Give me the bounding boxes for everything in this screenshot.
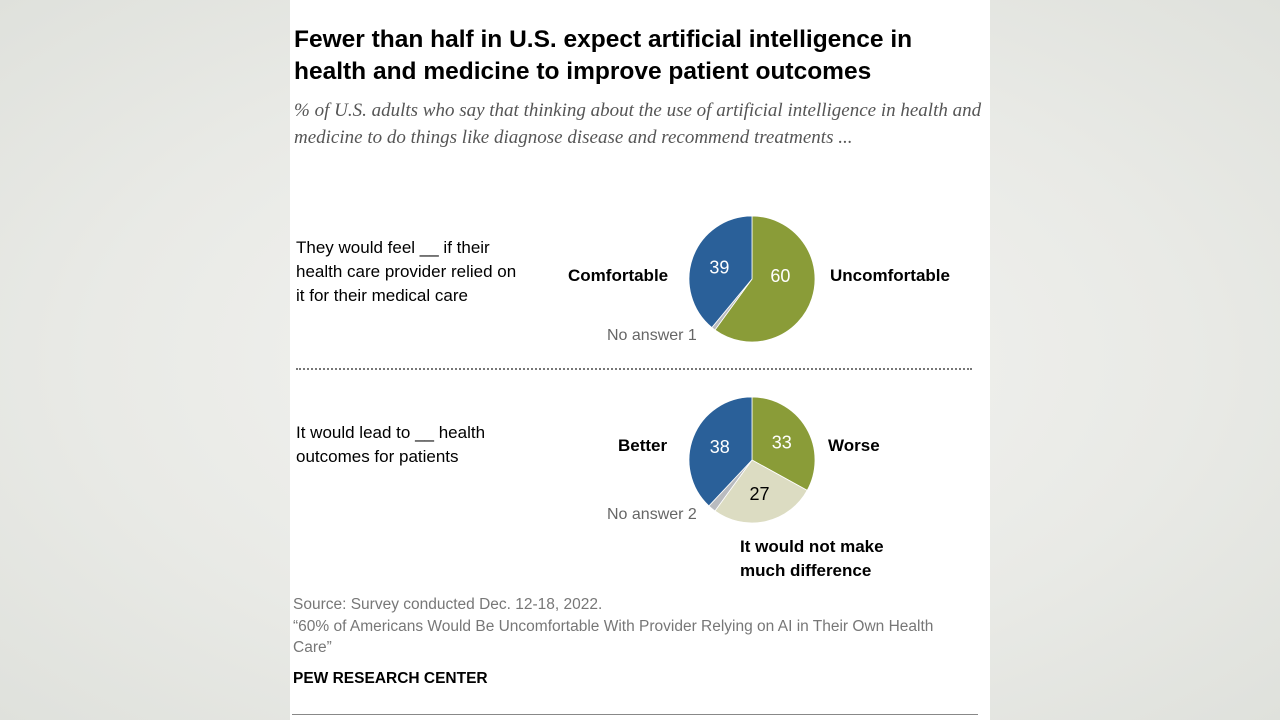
legend-uncomfortable: Uncomfortable [830, 266, 950, 285]
data-label: 60 [770, 266, 790, 286]
chart-title: Fewer than half in U.S. expect artificia… [294, 26, 913, 85]
chart-panel: Fewer than half in U.S. expect artificia… [290, 0, 990, 720]
label-no-answer-2: No answer 2 [607, 506, 697, 523]
pie-slice-it-would-not-make-much-difference [714, 459, 808, 524]
bottom-rule [292, 714, 978, 715]
pie-slice-better [688, 396, 753, 507]
legend-no-difference: It would not make much difference [740, 537, 884, 580]
source-note: Source: Survey conducted Dec. 12-18, 202… [293, 596, 603, 613]
report-title: “60% of Americans Would Be Uncomfortable… [293, 618, 934, 656]
legend-comfortable: Comfortable [568, 266, 669, 285]
question-2: It would lead to __ health outcomes for … [296, 423, 486, 466]
question-1: They would feel __ if their health care … [296, 238, 517, 305]
legend-worse: Worse [828, 436, 880, 455]
chart-subtitle: % of U.S. adults who say that thinking a… [294, 100, 982, 148]
legend-better: Better [618, 436, 668, 455]
pie-slice-uncomfortable [714, 215, 816, 343]
pew-logo: PEW RESEARCH CENTER [293, 670, 488, 687]
data-label: 38 [710, 437, 730, 457]
section-divider [296, 368, 972, 370]
pie-slice-worse [751, 396, 816, 491]
data-label: 27 [750, 484, 770, 504]
pie-slice-comfortable [688, 215, 753, 329]
data-label: 39 [709, 257, 729, 277]
data-label: 33 [772, 432, 792, 452]
pie-charts: 60 39 33 27 38 [688, 215, 816, 524]
label-no-answer-1: No answer 1 [607, 327, 697, 344]
